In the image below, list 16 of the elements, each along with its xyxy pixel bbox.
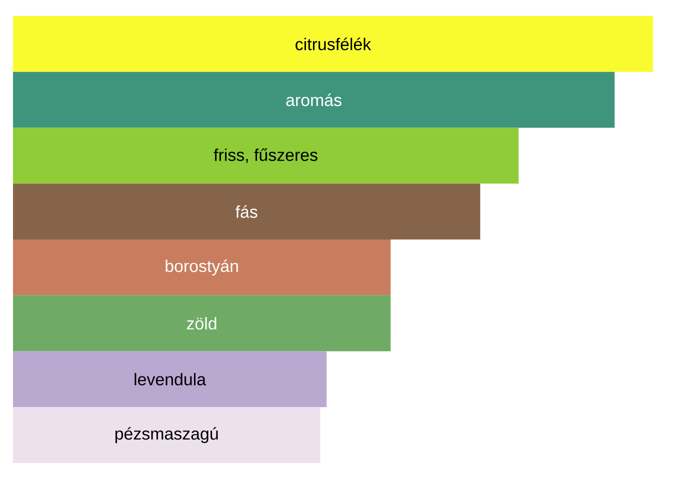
bar <box>13 240 391 296</box>
y-tick-label: levendula <box>134 372 206 386</box>
bar <box>13 72 615 128</box>
bar <box>13 184 480 240</box>
y-tick-label: pézsmaszagú <box>115 427 218 444</box>
y-tick-label: borostyán <box>166 259 238 276</box>
bar <box>13 128 519 184</box>
y-tick-label: citrusfélék <box>296 38 372 50</box>
y-tick-label: aromás <box>286 94 342 106</box>
y-tick-label: friss, fűszeres <box>214 148 318 164</box>
bar <box>13 407 320 464</box>
bar <box>13 351 327 408</box>
bar <box>13 295 391 352</box>
bar <box>13 16 654 72</box>
y-tick-label: fás <box>236 205 258 218</box>
y-tick-label: zöld <box>186 317 216 330</box>
